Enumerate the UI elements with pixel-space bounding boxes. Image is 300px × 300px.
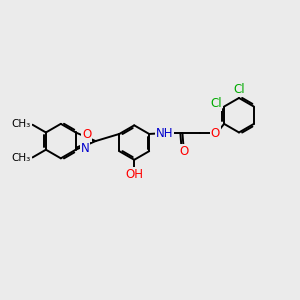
Text: NH: NH	[156, 127, 173, 140]
Text: O: O	[179, 145, 188, 158]
Text: CH₃: CH₃	[12, 119, 31, 129]
Text: O: O	[82, 128, 92, 142]
Text: OH: OH	[125, 168, 143, 181]
Text: O: O	[211, 127, 220, 140]
Text: CH₃: CH₃	[12, 153, 31, 163]
Text: Cl: Cl	[234, 83, 245, 96]
Text: Cl: Cl	[210, 97, 221, 110]
Text: N: N	[81, 142, 89, 155]
